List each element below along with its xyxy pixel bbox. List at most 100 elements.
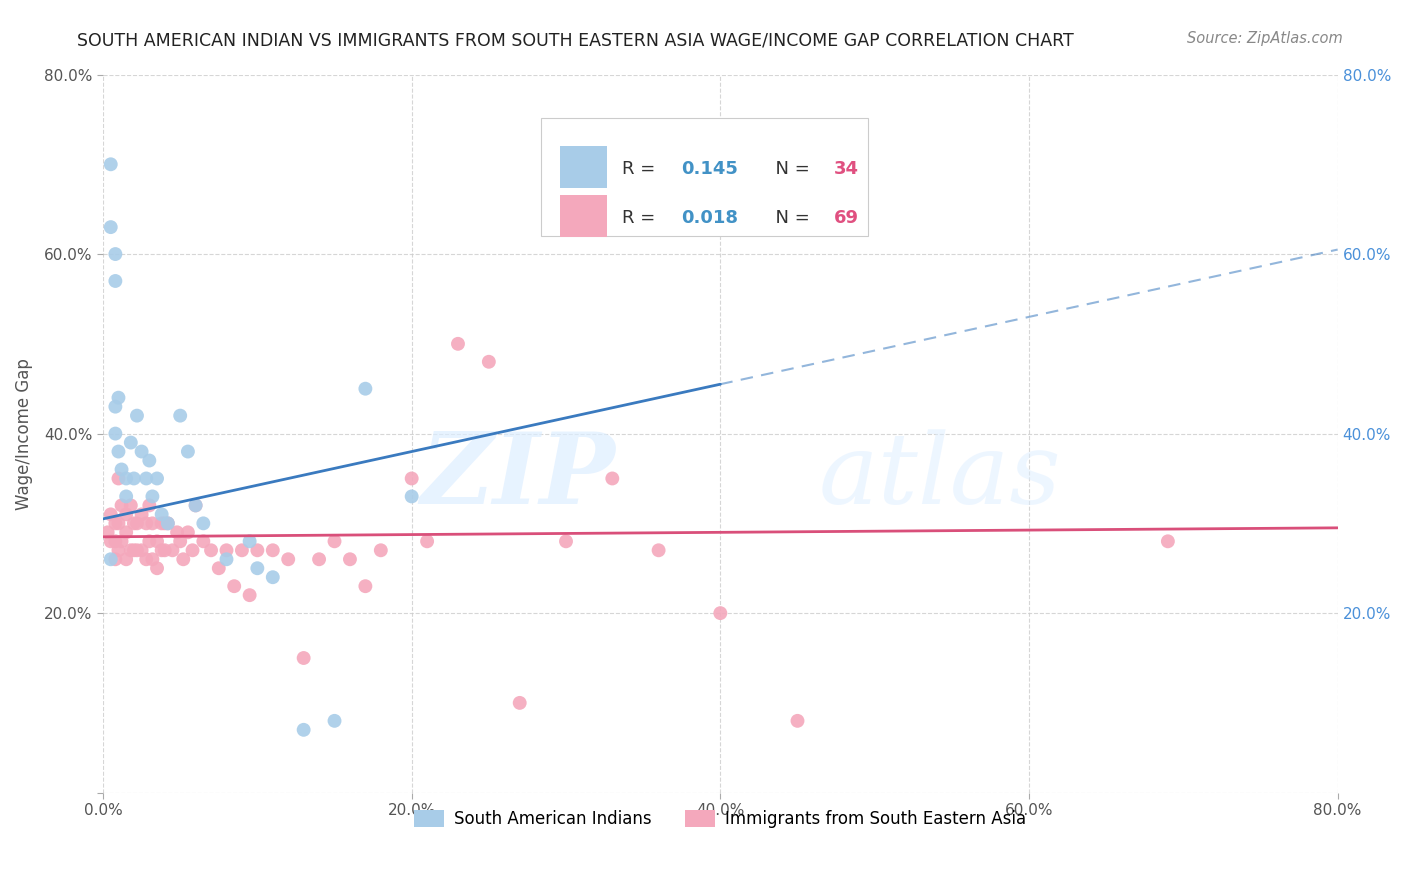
Point [153,516,176,531]
Text: SOUTH AMERICAN INDIAN VS IMMIGRANTS FROM SOUTH EASTERN ASIA WAGE/INCOME GAP CORR: SOUTH AMERICAN INDIAN VS IMMIGRANTS FROM… [77,31,1074,49]
Text: atlas: atlas [820,429,1062,524]
Text: N =: N = [763,161,815,178]
Point [104,534,127,549]
Point [146,561,169,575]
Point [135,552,157,566]
Point [120,435,142,450]
Point [104,552,127,566]
Text: R =: R = [621,161,661,178]
Point [239,588,262,602]
Point [135,471,157,485]
Point [122,471,145,485]
Point [110,462,132,476]
Point [401,471,423,485]
Point [104,247,127,261]
Text: 34: 34 [834,161,859,178]
Point [141,516,163,531]
Point [215,552,238,566]
Point [115,508,138,522]
Point [246,543,269,558]
Point [125,409,148,423]
Point [100,534,122,549]
Text: N =: N = [763,209,815,227]
Bar [541,118,869,236]
Point [239,534,262,549]
Point [135,516,157,531]
Point [184,499,207,513]
Point [115,552,138,566]
Point [138,453,160,467]
Point [125,516,148,531]
Point [141,552,163,566]
Text: ZIP: ZIP [420,428,616,524]
Point [107,444,129,458]
Point [339,552,361,566]
Point [416,534,439,549]
Text: 69: 69 [834,209,859,227]
Point [246,561,269,575]
Point [555,534,578,549]
Bar [560,195,607,236]
Point [131,543,153,558]
Point [193,534,215,549]
Point [292,723,315,737]
Point [292,651,315,665]
Point [131,508,153,522]
Point [1157,534,1180,549]
Point [208,561,231,575]
Point [131,444,153,458]
Point [177,444,200,458]
Point [100,220,122,235]
Point [200,543,222,558]
Point [138,534,160,549]
Text: R =: R = [621,209,661,227]
Point [478,355,501,369]
Legend: South American Indians, Immigrants from South Eastern Asia: South American Indians, Immigrants from … [408,803,1033,835]
Text: Source: ZipAtlas.com: Source: ZipAtlas.com [1187,31,1343,46]
Point [156,516,179,531]
Point [156,516,179,531]
Point [370,543,392,558]
Point [169,534,191,549]
Point [181,543,204,558]
Point [107,543,129,558]
Point [141,490,163,504]
Point [107,516,129,531]
Point [100,552,122,566]
Point [146,471,169,485]
Point [153,543,176,558]
Point [115,490,138,504]
Point [177,525,200,540]
Point [104,426,127,441]
Point [104,400,127,414]
Point [786,714,808,728]
Point [150,543,173,558]
Point [166,525,188,540]
Point [122,543,145,558]
Point [600,471,623,485]
Y-axis label: Wage/Income Gap: Wage/Income Gap [15,358,32,509]
Point [115,471,138,485]
Point [115,525,138,540]
Point [172,552,194,566]
Point [231,543,253,558]
Point [277,552,299,566]
Point [120,543,142,558]
Point [97,525,120,540]
Point [401,490,423,504]
Point [184,499,207,513]
Point [125,543,148,558]
Point [308,552,330,566]
Point [323,534,346,549]
Point [120,499,142,513]
Point [146,534,169,549]
Point [354,579,377,593]
Point [215,543,238,558]
Point [323,714,346,728]
Point [150,508,173,522]
Point [169,409,191,423]
Point [104,516,127,531]
Text: 0.145: 0.145 [681,161,738,178]
Point [138,499,160,513]
Point [107,391,129,405]
